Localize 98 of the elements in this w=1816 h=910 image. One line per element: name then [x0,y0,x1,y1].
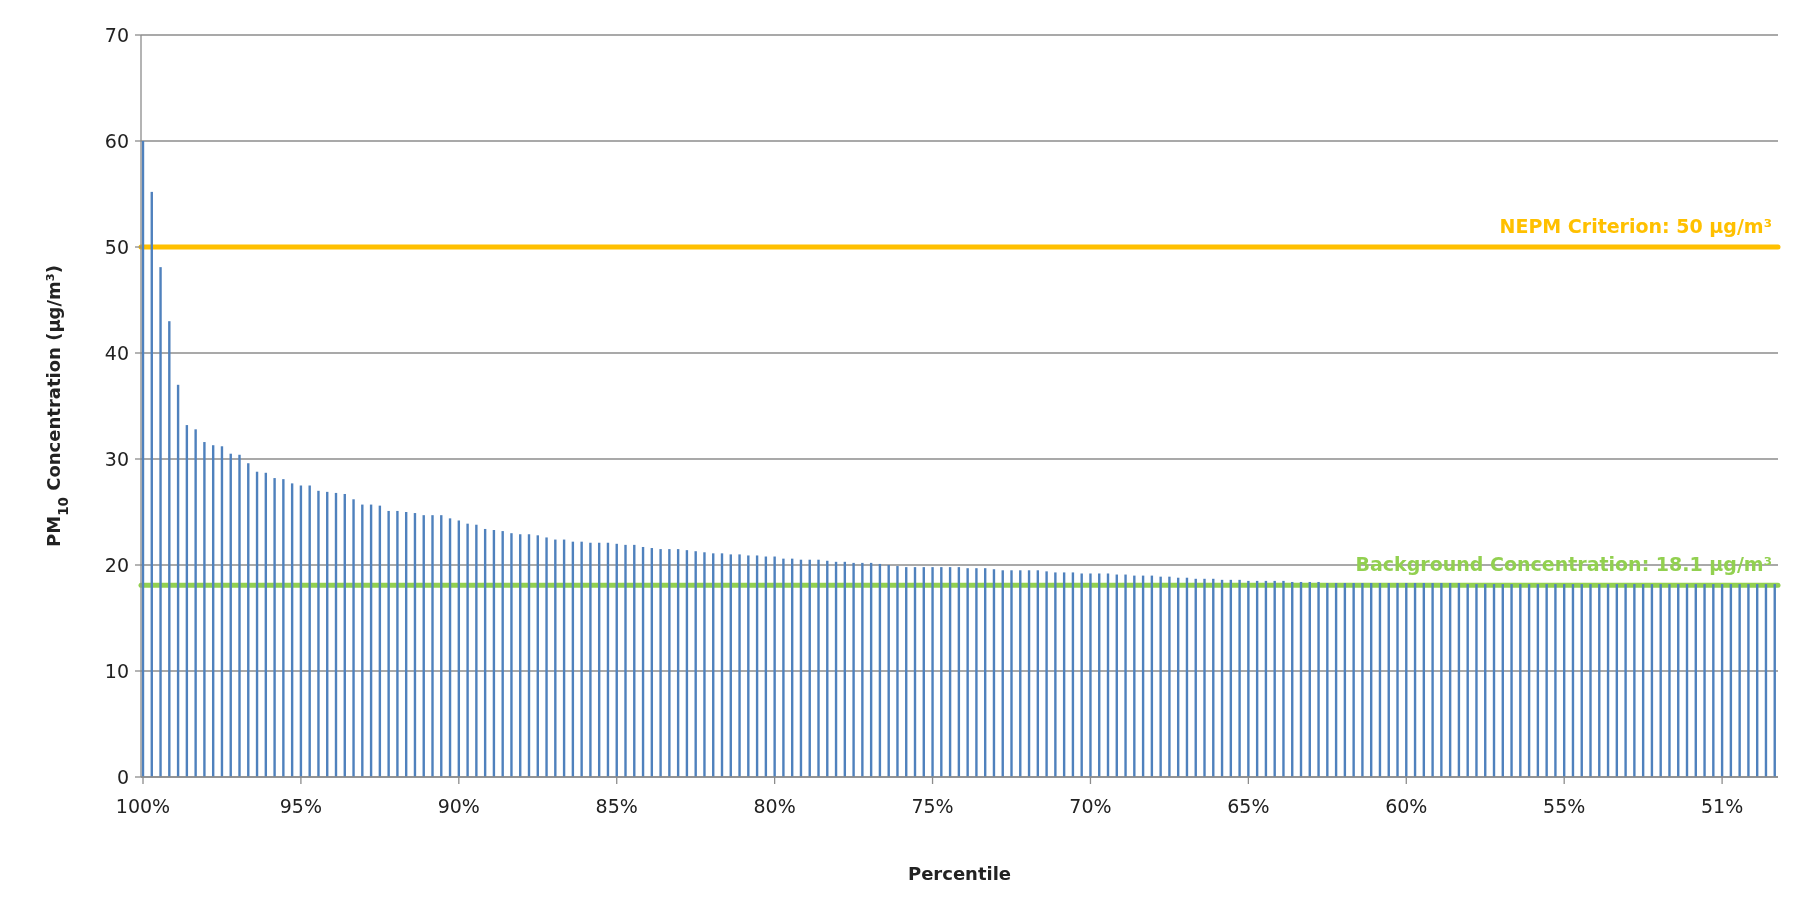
bar [1589,584,1592,777]
y-tick-label: 60 [104,129,129,152]
bar [1238,579,1241,777]
bar [773,556,776,777]
bar [159,267,162,777]
x-tick-label: 75% [911,795,954,817]
bar [1010,570,1013,777]
bar [1159,576,1162,777]
y-tick-label: 50 [104,235,129,258]
bar [475,524,478,777]
bar [510,533,513,777]
bar [1168,576,1171,777]
bar [1738,584,1741,777]
x-tick-label: 65% [1227,795,1270,817]
bar [782,558,785,777]
bar [659,549,662,777]
bar [747,555,750,777]
bar [1133,575,1136,777]
bar [668,549,671,777]
bar [1703,584,1706,777]
y-tick-label: 30 [104,447,129,470]
bar [1633,584,1636,777]
bar [589,542,592,777]
bar [694,551,697,777]
bar [431,515,434,777]
bar [887,565,890,777]
bar [861,562,864,777]
x-tick-label: 70% [1069,795,1112,817]
bar [931,567,934,777]
y-tick-label: 40 [104,341,129,364]
bar [308,485,311,777]
bar [1282,580,1285,777]
bar [1659,584,1662,777]
bar [1396,583,1399,777]
x-axis-title: Percentile [907,863,1012,884]
bar [1045,571,1048,777]
x-tick-label: 100% [115,795,171,817]
bar [501,531,504,777]
bar [1247,580,1250,777]
y-tick-label: 70 [104,23,129,46]
bar [703,552,706,777]
bar [1545,584,1548,777]
bar [1124,574,1127,777]
bar [361,504,364,777]
bar [1712,584,1715,777]
x-tick-label: 80% [753,795,796,817]
bar [317,490,320,777]
bar [168,321,171,777]
bar [1431,583,1434,777]
bar [1624,584,1627,777]
bar [940,567,943,777]
bar [396,510,399,777]
bar [1203,578,1206,777]
y-tick-label: 0 [116,765,129,788]
bar [1054,572,1057,777]
bar [1519,584,1522,777]
bar [238,454,241,777]
ref-line-label: Background Concentration: 18.1 µg/m³ [1355,553,1772,576]
bar [975,568,978,777]
bar [1554,584,1557,777]
bar [1361,583,1364,777]
bar [194,429,197,777]
bar [1510,584,1513,777]
x-tick-label: 95% [279,795,323,817]
x-tick-label: 60% [1385,795,1428,817]
bar [554,539,557,777]
bar [273,478,276,777]
ref-line-label: NEPM Criterion: 50 µg/m³ [1499,215,1772,237]
bar [624,544,627,777]
x-tick-label: 55% [1543,795,1586,817]
bar [580,541,583,777]
bar [203,442,206,777]
bar [896,566,899,777]
bar [1080,573,1083,777]
bar [1747,584,1750,777]
bar [387,510,390,777]
bar [817,559,820,777]
bar [1317,581,1320,777]
bar [545,537,548,777]
bar [1273,580,1276,777]
bar [1668,584,1671,777]
x-tick-label: 85% [595,795,638,817]
bar [738,554,741,777]
bar [966,568,969,777]
bar [1440,583,1443,777]
y-tick-label: 20 [104,553,129,576]
bar [1475,584,1478,777]
bar [1089,573,1092,777]
bar [352,499,355,777]
bar [852,562,855,777]
bar [466,523,469,777]
bar [1326,583,1329,777]
bar [1466,584,1469,777]
x-tick-label: 90% [437,795,480,817]
y-tick-label: 10 [104,659,129,682]
x-tick-label: 51% [1700,795,1744,817]
bar [1352,583,1355,777]
bar [282,479,285,777]
